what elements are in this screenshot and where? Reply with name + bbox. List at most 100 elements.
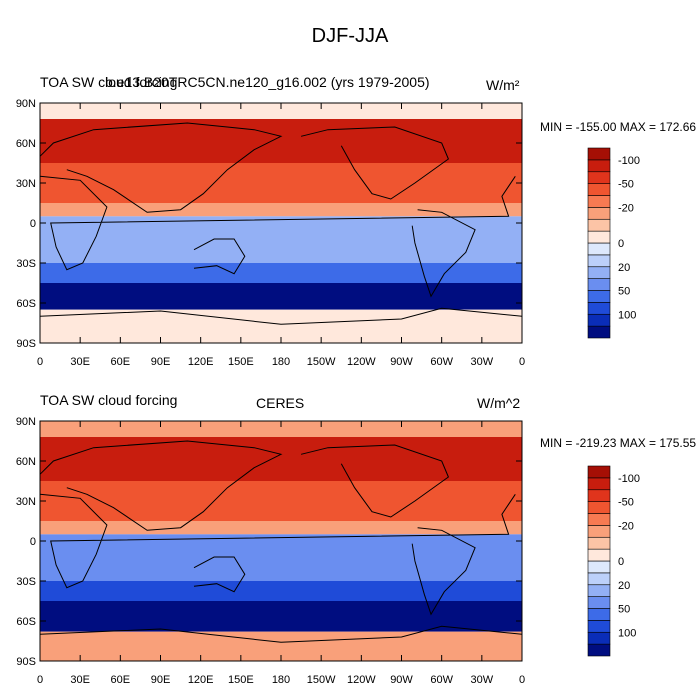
ytick-label-2-3: 0	[30, 536, 36, 548]
colorbar-label-2-6: -100	[618, 473, 640, 485]
colorbar-label-1-5: -50	[618, 179, 634, 191]
ytick-label-1-1: 60N	[16, 138, 36, 150]
colorbar-swatch-1-6	[587, 254, 611, 268]
xtick-label-2-9: 90W	[390, 674, 413, 686]
xtick-label-2-12: 0	[519, 674, 525, 686]
coastline-2-3	[300, 444, 450, 518]
xtick-label-1-12: 0	[519, 356, 525, 368]
xtick-label-1-0: 0	[37, 356, 43, 368]
colorbar-swatch-1-0	[587, 325, 611, 339]
colorbar-swatch-2-4	[587, 596, 611, 609]
colorbar-swatch-2-14	[587, 477, 611, 491]
xtick-label-2-8: 120W	[347, 674, 376, 686]
panel2-units: W/m^2	[477, 395, 521, 411]
colorbar-swatch-2-13	[587, 489, 611, 502]
colorbar-label-2-4: -20	[618, 520, 634, 532]
colorbar-swatch-1-1	[587, 313, 611, 327]
colorbar-swatch-2-6	[587, 572, 611, 586]
colorbar-swatch-1-7	[587, 242, 611, 256]
colorbar-label-1-0: 100	[618, 309, 636, 321]
xtick-label-2-11: 30W	[471, 674, 494, 686]
xtick-label-2-0: 0	[37, 674, 43, 686]
colorbar-swatch-2-3	[587, 608, 611, 621]
xtick-label-2-7: 150W	[307, 674, 336, 686]
xtick-label-1-7: 150W	[307, 356, 336, 368]
ytick-label-2-0: 90N	[16, 416, 36, 428]
ytick-label-1-6: 90S	[16, 338, 36, 350]
colorbar-label-2-2: 20	[618, 580, 630, 592]
colorbar-label-2-0: 100	[618, 627, 636, 639]
colorbar-label-2-3: 0	[618, 556, 624, 568]
colorbar-swatch-2-1	[587, 631, 611, 645]
band-1-6	[40, 283, 522, 310]
colorbar-swatch-2-0	[587, 643, 611, 657]
band-2-3	[40, 521, 522, 535]
colorbar-swatch-2-12	[587, 501, 611, 514]
colorbar-swatch-1-4	[587, 278, 611, 291]
colorbar-swatch-1-14	[587, 159, 611, 173]
xtick-label-2-6: 180	[272, 674, 290, 686]
panel2-left-label: TOA SW cloud forcing	[40, 392, 178, 408]
band-2-4	[40, 534, 522, 581]
colorbar-label-1-1: 50	[618, 286, 630, 298]
xtick-label-1-2: 60E	[111, 356, 131, 368]
colorbar-label-2-1: 50	[618, 604, 630, 616]
ytick-label-1-0: 90N	[16, 98, 36, 110]
colorbar-swatch-1-3	[587, 290, 611, 303]
coastline-2-4	[39, 440, 283, 531]
xtick-label-1-1: 30E	[70, 356, 90, 368]
ytick-label-2-5: 60S	[16, 616, 36, 628]
ytick-label-2-2: 30N	[16, 496, 36, 508]
xtick-label-1-11: 30W	[471, 356, 494, 368]
colorbar-swatch-2-7	[587, 560, 611, 574]
colorbar-swatch-1-12	[587, 183, 611, 196]
colorbar-swatch-2-8	[587, 548, 611, 562]
coastline-2-5	[39, 625, 523, 643]
panel1-case-label: b.e13.B20TRC5CN.ne120_g16.002 (yrs 1979-…	[105, 74, 430, 90]
coastline-2-1	[411, 527, 476, 616]
ytick-label-1-3: 0	[30, 218, 36, 230]
band-1-5	[40, 263, 522, 283]
band-1-4	[40, 216, 522, 263]
band-1-1	[40, 119, 522, 163]
panel2-minmax: MIN = -219.23 MAX = 175.55	[540, 436, 697, 450]
colorbar-label-1-2: 20	[618, 262, 630, 274]
xtick-label-2-10: 60W	[430, 674, 453, 686]
panel1-left-label: TOA SW cloud forcing	[40, 74, 178, 90]
ytick-label-1-2: 30N	[16, 178, 36, 190]
band-2-5	[40, 581, 522, 601]
panel2-case-label: CERES	[256, 395, 305, 411]
xtick-label-2-4: 120E	[188, 674, 214, 686]
xtick-label-1-6: 180	[272, 356, 290, 368]
panel1-minmax: MIN = -155.00 MAX = 172.66	[540, 120, 697, 134]
band-2-2	[40, 481, 522, 521]
coastline-1-3	[300, 126, 450, 200]
colorbar-label-1-6: -100	[618, 155, 640, 167]
colorbar-swatch-2-11	[587, 513, 611, 526]
coastline-1-5	[39, 307, 523, 325]
band-1-2	[40, 163, 522, 203]
colorbar-swatch-2-9	[587, 536, 611, 550]
ytick-label-2-6: 90S	[16, 656, 36, 668]
colorbar-swatch-2-2	[587, 620, 611, 633]
xtick-label-1-3: 90E	[151, 356, 171, 368]
colorbar-swatch-1-15	[587, 147, 611, 161]
colorbar-swatch-2-5	[587, 584, 611, 597]
colorbar-swatch-1-13	[587, 171, 611, 184]
page-title: DJF-JJA	[311, 25, 389, 47]
colorbar-swatch-1-8	[587, 230, 611, 244]
coastline-1-0	[39, 175, 516, 271]
xtick-label-1-5: 150E	[228, 356, 254, 368]
xtick-label-2-1: 30E	[70, 674, 90, 686]
colorbar-swatch-1-10	[587, 207, 611, 220]
panel1-units: W/m²	[486, 77, 520, 93]
coastline-2-2	[193, 556, 246, 593]
colorbar-swatch-1-9	[587, 218, 611, 232]
colorbar-label-1-3: 0	[618, 238, 624, 250]
coastline-2-0	[39, 493, 516, 589]
band-2-1	[40, 437, 522, 481]
coastline-1-1	[411, 209, 476, 298]
ytick-label-2-1: 60N	[16, 456, 36, 468]
xtick-label-1-8: 120W	[347, 356, 376, 368]
